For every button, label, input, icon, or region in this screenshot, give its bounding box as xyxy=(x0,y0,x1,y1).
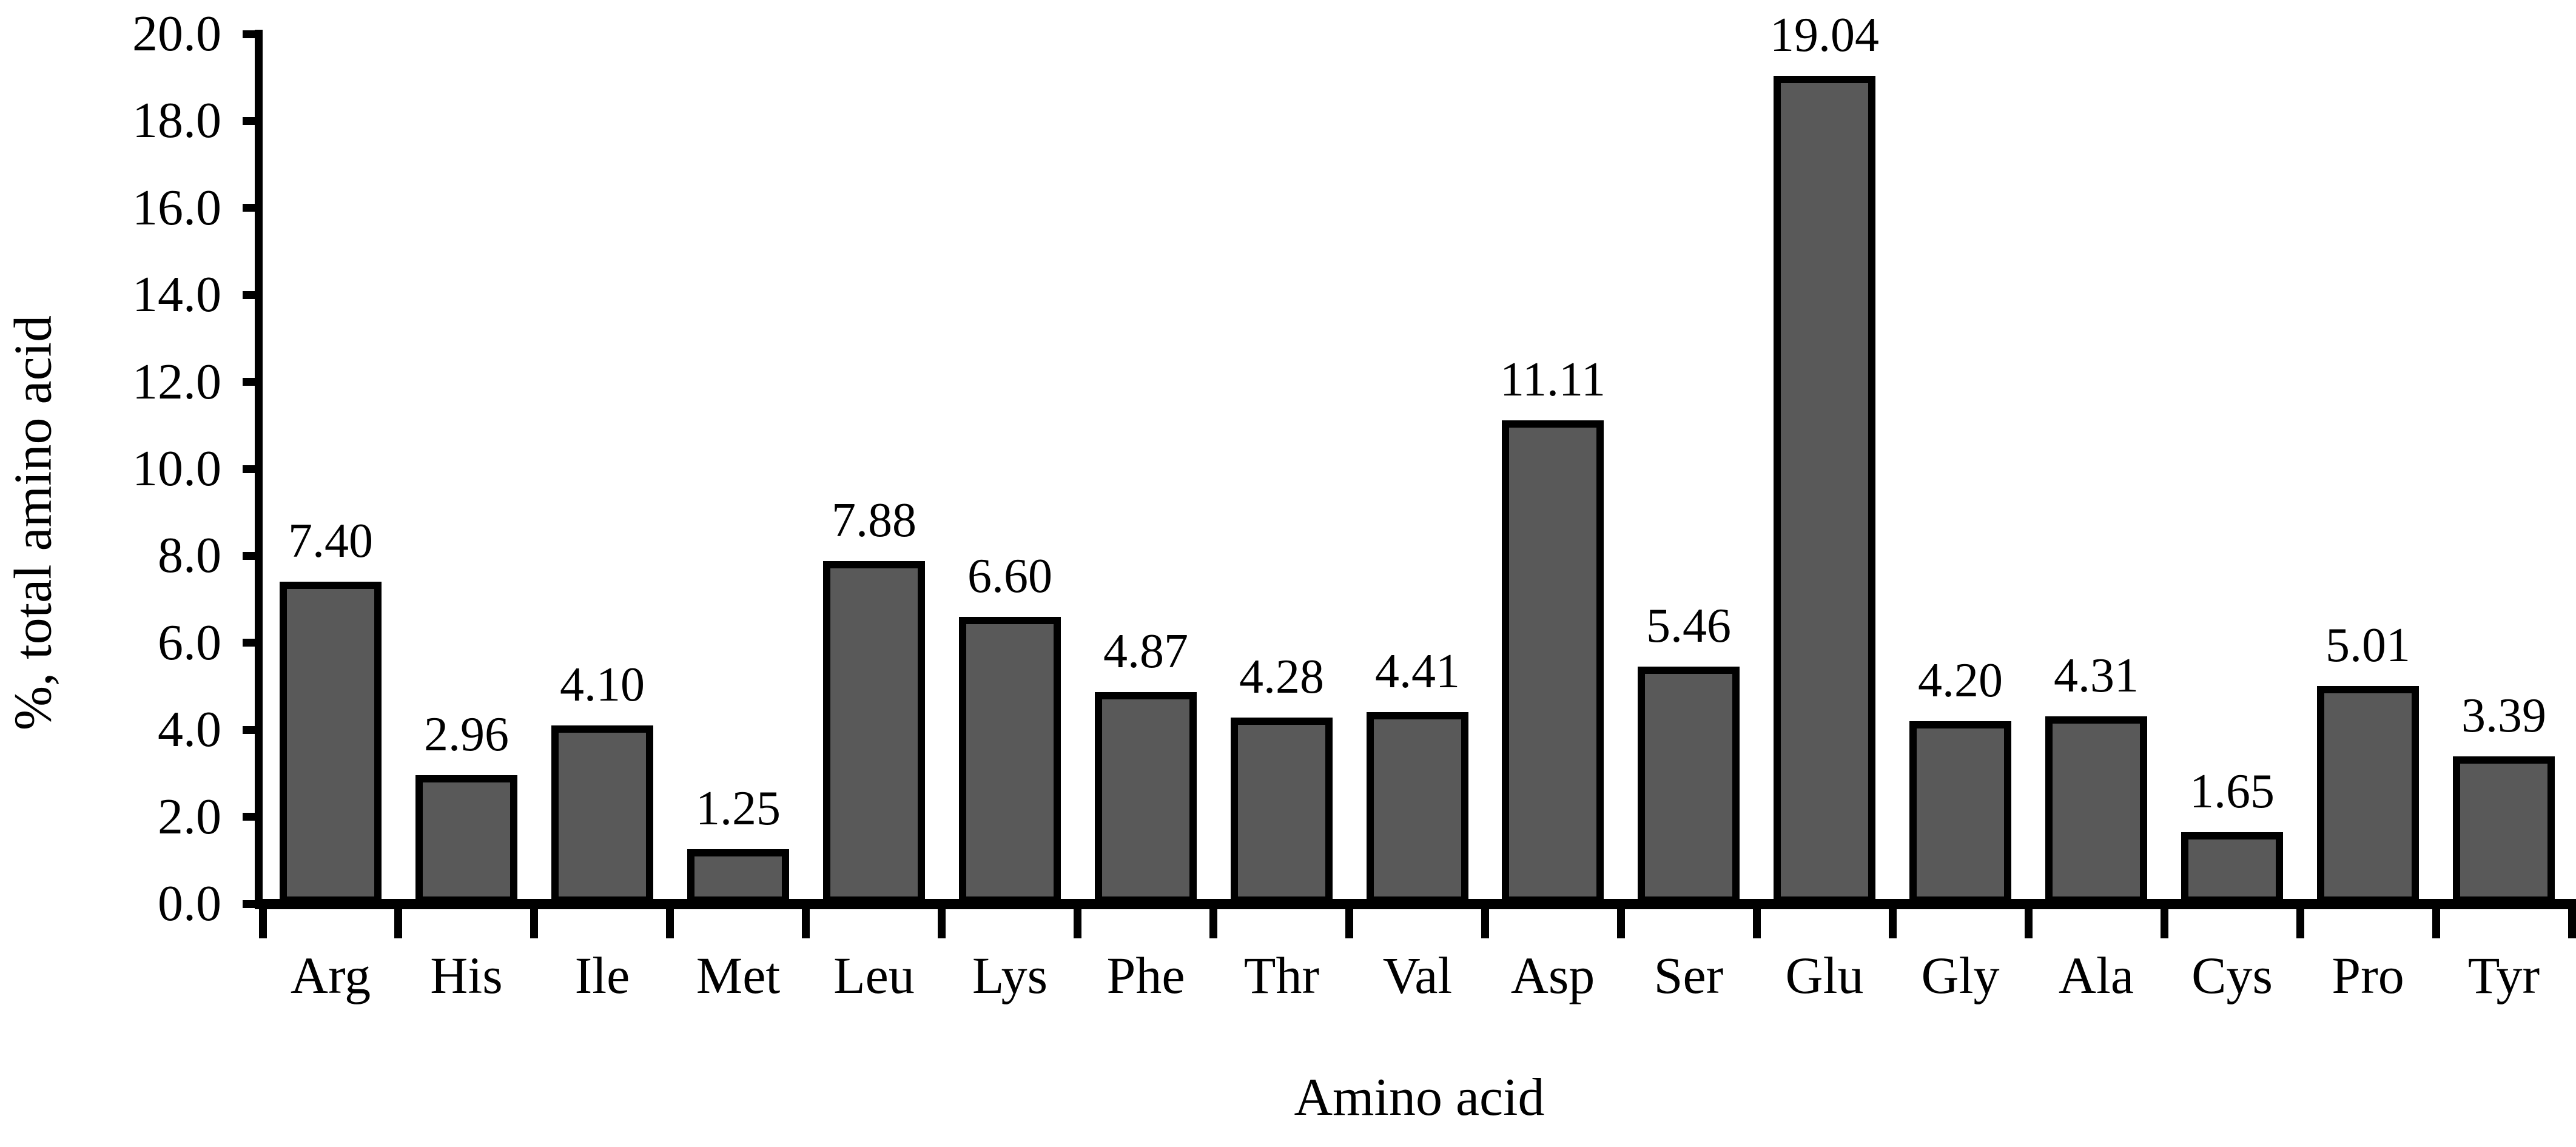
bar-ala xyxy=(2045,716,2147,904)
x-tick-label-thr: Thr xyxy=(1243,946,1320,1004)
y-tick-label: 0.0 xyxy=(158,875,221,932)
value-label-gly: 4.20 xyxy=(1918,654,2003,707)
x-tick-label-ile: Ile xyxy=(574,946,630,1004)
bar-tyr xyxy=(2453,756,2555,904)
x-axis-tick xyxy=(938,899,946,938)
x-axis-tick xyxy=(394,899,402,938)
y-tick-label: 2.0 xyxy=(158,789,221,845)
y-tick-label: 10.0 xyxy=(132,440,221,497)
bar-lys xyxy=(959,617,1061,904)
value-label-glu: 19.04 xyxy=(1770,8,1879,62)
y-tick-label: 6.0 xyxy=(158,614,221,671)
bar-phe xyxy=(1095,692,1197,904)
x-tick-label-glu: Glu xyxy=(1785,946,1864,1004)
x-axis-tick xyxy=(259,899,267,938)
value-label-his: 2.96 xyxy=(424,708,509,761)
value-label-thr: 4.28 xyxy=(1239,650,1324,704)
x-axis-tick xyxy=(2025,899,2033,938)
value-label-cys: 1.65 xyxy=(2190,765,2275,818)
x-tick-label-phe: Phe xyxy=(1106,946,1185,1004)
y-tick-label: 14.0 xyxy=(132,266,221,323)
x-tick-label-lys: Lys xyxy=(972,946,1048,1004)
y-tick-label: 20.0 xyxy=(132,5,221,62)
bar-ser xyxy=(1638,667,1740,904)
value-label-ile: 4.10 xyxy=(560,658,645,711)
x-tick-label-arg: Arg xyxy=(290,946,371,1004)
value-label-met: 1.25 xyxy=(696,782,781,835)
y-tick-label: 8.0 xyxy=(158,527,221,584)
x-axis-tick xyxy=(2568,899,2576,938)
y-axis-tick xyxy=(243,900,263,908)
x-axis-tick xyxy=(1753,899,1761,938)
y-axis-tick xyxy=(243,465,263,473)
y-axis-tick xyxy=(243,639,263,647)
x-axis-tick xyxy=(2161,899,2168,938)
value-label-leu: 7.88 xyxy=(832,494,916,547)
x-tick-label-cys: Cys xyxy=(2191,946,2273,1004)
bar-glu xyxy=(1774,76,1875,904)
x-axis-tick xyxy=(666,899,674,938)
value-label-lys: 6.60 xyxy=(967,550,1052,603)
x-axis-tick xyxy=(1209,899,1217,938)
value-label-ala: 4.31 xyxy=(2054,649,2139,702)
value-label-phe: 4.87 xyxy=(1103,625,1188,678)
x-tick-label-ser: Ser xyxy=(1653,946,1724,1004)
y-axis-tick xyxy=(243,552,263,560)
bar-arg xyxy=(280,582,382,904)
value-label-asp: 11.11 xyxy=(1499,353,1606,406)
x-axis-tick xyxy=(2296,899,2304,938)
bar-met xyxy=(687,849,789,904)
x-tick-label-leu: Leu xyxy=(833,946,915,1004)
x-axis-tick xyxy=(1617,899,1625,938)
value-label-pro: 5.01 xyxy=(2325,619,2410,672)
x-axis-title: Amino acid xyxy=(1294,1068,1545,1127)
x-axis-tick xyxy=(530,899,538,938)
y-tick-label: 16.0 xyxy=(132,180,221,236)
y-axis-tick xyxy=(243,30,263,38)
x-tick-label-asp: Asp xyxy=(1510,946,1595,1004)
value-label-val: 4.41 xyxy=(1375,645,1460,698)
x-axis-tick xyxy=(2432,899,2440,938)
y-axis-tick xyxy=(243,378,263,386)
value-label-tyr: 3.39 xyxy=(2461,689,2546,742)
bar-val xyxy=(1367,712,1468,904)
bar-cys xyxy=(2181,832,2283,904)
x-axis-tick xyxy=(1889,899,1897,938)
x-tick-label-tyr: Tyr xyxy=(2467,946,2540,1004)
x-tick-label-met: Met xyxy=(696,946,781,1004)
x-tick-label-gly: Gly xyxy=(1921,946,2000,1004)
y-tick-label: 18.0 xyxy=(132,92,221,149)
bar-gly xyxy=(1909,721,2011,904)
bar-pro xyxy=(2317,686,2419,904)
value-label-ser: 5.46 xyxy=(1646,599,1731,653)
bar-thr xyxy=(1231,718,1333,904)
y-axis-tick xyxy=(243,204,263,212)
x-tick-label-his: His xyxy=(430,946,503,1004)
y-axis-tick xyxy=(243,813,263,821)
y-tick-label: 4.0 xyxy=(158,701,221,758)
x-axis-tick xyxy=(1481,899,1489,938)
y-tick-label: 12.0 xyxy=(132,354,221,410)
bar-leu xyxy=(823,561,925,904)
x-tick-label-ala: Ala xyxy=(2058,946,2134,1004)
x-tick-label-val: Val xyxy=(1382,946,1453,1004)
bar-asp xyxy=(1502,420,1604,904)
bar-his xyxy=(415,775,517,904)
x-axis-tick xyxy=(1074,899,1081,938)
bar-ile xyxy=(551,725,653,904)
y-axis-tick xyxy=(243,117,263,125)
y-axis-tick xyxy=(243,726,263,734)
x-axis-tick xyxy=(802,899,810,938)
value-label-arg: 7.40 xyxy=(288,514,373,568)
x-tick-label-pro: Pro xyxy=(2332,946,2404,1004)
y-axis-tick xyxy=(243,291,263,299)
x-axis-tick xyxy=(1345,899,1353,938)
